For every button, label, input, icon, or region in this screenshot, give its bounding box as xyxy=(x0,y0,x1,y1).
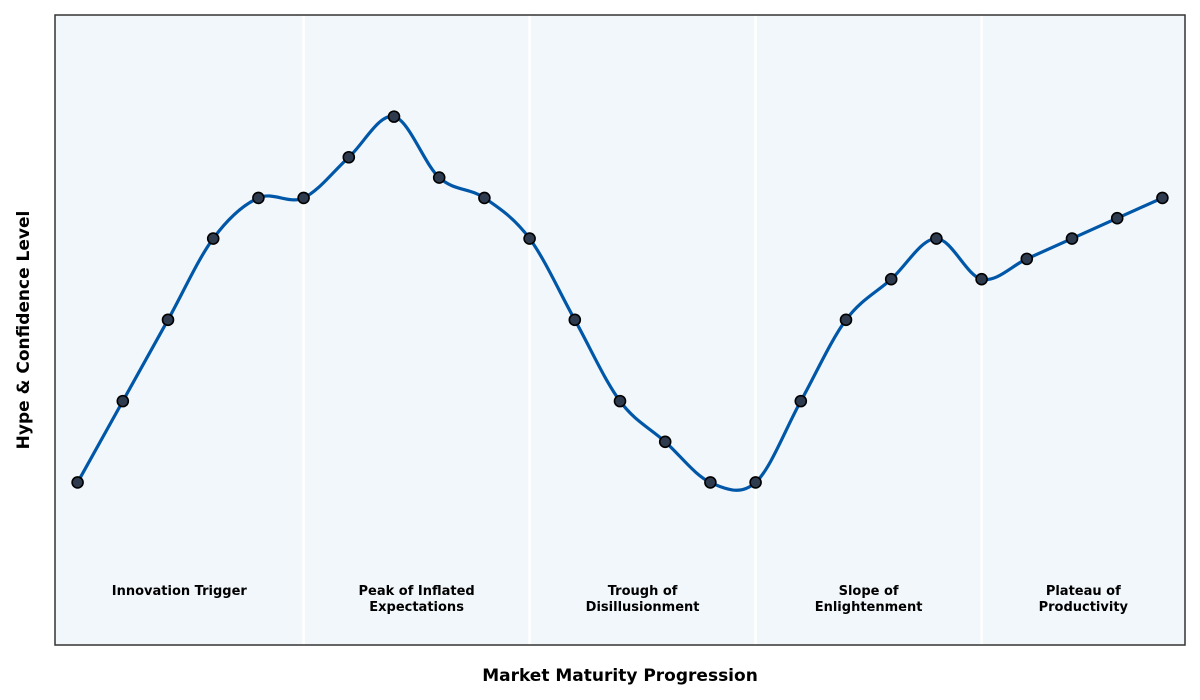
data-point xyxy=(613,394,627,408)
data-point xyxy=(523,232,536,245)
phase-label: Plateau of Productivity xyxy=(1039,584,1129,615)
data-point xyxy=(975,272,988,286)
phase-label-line: Slope of xyxy=(839,584,899,599)
data-point xyxy=(116,394,130,408)
phase-dividers xyxy=(302,15,983,645)
phase-label-line: Expectations xyxy=(369,600,464,615)
plot-frame xyxy=(54,14,1186,646)
data-point xyxy=(1065,232,1079,245)
data-point xyxy=(1020,252,1034,266)
data-point xyxy=(1156,191,1169,205)
phase-labels: Innovation Trigger Peak of Inflated Expect… xyxy=(112,584,1129,615)
data-point xyxy=(478,191,491,205)
data-points xyxy=(71,110,1169,489)
data-point xyxy=(342,150,356,164)
phase-label: Innovation Trigger xyxy=(112,584,248,599)
data-point xyxy=(206,232,220,245)
data-point xyxy=(704,476,717,489)
phase-label: Peak of Inflated Expectations xyxy=(358,584,474,615)
phase-label-line: Productivity xyxy=(1039,600,1129,615)
y-axis-label: Hype & Confidence Level xyxy=(14,211,34,450)
x-axis-label: Market Maturity Progression xyxy=(482,666,758,686)
data-point xyxy=(749,476,762,489)
data-point xyxy=(387,110,401,123)
phase-label-line: Enlightenment xyxy=(815,600,923,615)
data-point xyxy=(794,394,808,408)
data-point xyxy=(432,171,446,184)
data-point xyxy=(884,272,898,286)
phase-label-line: Trough of xyxy=(608,584,678,599)
data-point xyxy=(71,476,84,489)
data-point xyxy=(252,191,265,205)
phase-label-line: Innovation Trigger xyxy=(112,584,248,599)
data-point xyxy=(839,313,853,327)
phase-label-line: Disillusionment xyxy=(586,600,700,615)
phase-label-line: Plateau of xyxy=(1046,584,1121,599)
data-point xyxy=(161,313,175,327)
plot-background xyxy=(55,15,1185,645)
phase-label: Trough of Disillusionment xyxy=(586,584,700,615)
data-point xyxy=(1110,211,1124,225)
data-point xyxy=(930,232,943,245)
data-point xyxy=(658,435,672,449)
data-point xyxy=(297,191,310,205)
data-point xyxy=(568,313,582,327)
phase-label: Slope of Enlightenment xyxy=(815,584,923,615)
phase-label-line: Peak of Inflated xyxy=(358,584,474,599)
hype-curve-line xyxy=(76,115,1164,492)
